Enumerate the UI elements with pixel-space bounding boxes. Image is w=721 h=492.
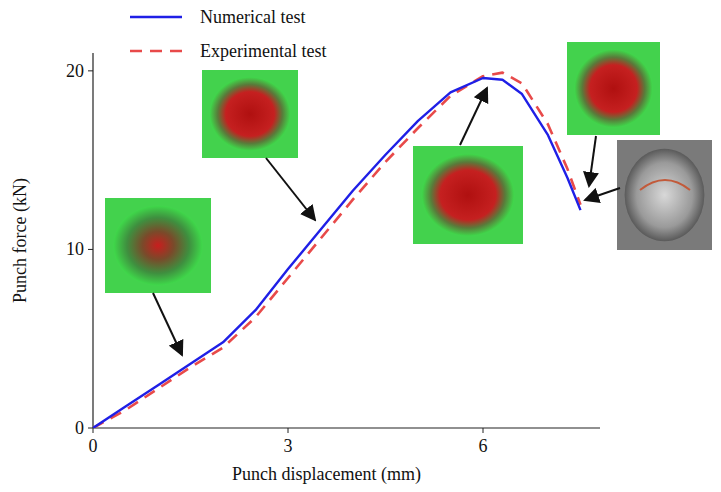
inset-image bbox=[105, 198, 211, 293]
line-series bbox=[93, 73, 581, 428]
x-axis-title: Punch displacement (mm) bbox=[232, 464, 421, 485]
x-tick-label: 0 bbox=[89, 436, 98, 456]
y-tick bbox=[88, 70, 93, 71]
inset-dome bbox=[574, 49, 652, 127]
arrow bbox=[266, 158, 315, 220]
arrow bbox=[585, 188, 620, 200]
legend-label: Experimental test bbox=[200, 41, 326, 61]
inset-dome bbox=[210, 77, 291, 151]
legend-swatch bbox=[130, 50, 182, 53]
y-axis bbox=[92, 53, 93, 428]
y-tick bbox=[88, 428, 93, 429]
y-tick-label: 20 bbox=[66, 61, 84, 81]
x-tick bbox=[288, 428, 289, 433]
chart: 0 3 6 0 10 20 Punch displacement (mm) Punch for… bbox=[0, 0, 721, 492]
x-tick-label: 3 bbox=[284, 436, 293, 456]
inset-dome bbox=[625, 149, 705, 241]
inset-image bbox=[413, 146, 523, 244]
y-axis-title: Punch force (kN) bbox=[10, 178, 31, 303]
legend-swatch bbox=[130, 16, 182, 19]
x-tick bbox=[93, 428, 94, 433]
crack bbox=[640, 180, 690, 190]
inset-dome bbox=[113, 206, 202, 286]
legend-label: Numerical test bbox=[200, 7, 305, 27]
arrow bbox=[153, 293, 182, 355]
arrow bbox=[589, 136, 596, 186]
inset-image bbox=[617, 140, 712, 250]
line-series bbox=[93, 78, 581, 428]
y-tick-label: 0 bbox=[75, 418, 84, 438]
inset-image bbox=[202, 70, 298, 158]
x-tick bbox=[483, 428, 484, 433]
x-axis bbox=[93, 427, 600, 428]
inset-dome bbox=[422, 154, 514, 236]
arrow bbox=[460, 88, 487, 145]
plot-area bbox=[93, 73, 581, 428]
y-tick bbox=[88, 249, 93, 250]
x-tick-label: 6 bbox=[479, 436, 488, 456]
inset-image bbox=[567, 42, 660, 135]
y-tick-label: 10 bbox=[66, 239, 84, 259]
